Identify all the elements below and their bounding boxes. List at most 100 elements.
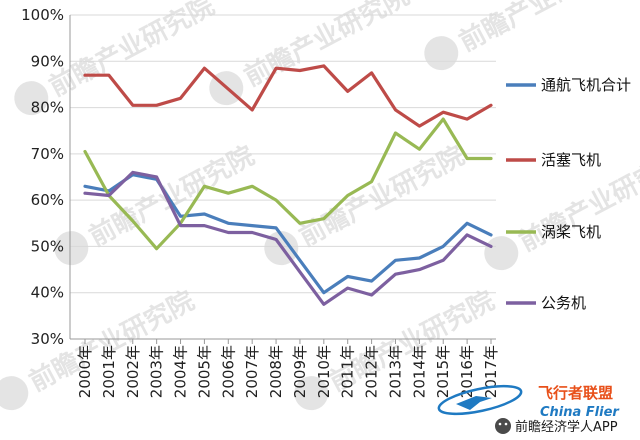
data-point (442, 111, 445, 114)
watermark-text: 前瞻产业研究院 (294, 140, 469, 253)
data-point (83, 74, 87, 77)
data-point (442, 117, 445, 121)
series-line (83, 117, 493, 251)
data-point (274, 198, 278, 202)
x-tick-label: 2000年 (76, 345, 94, 398)
data-point (155, 175, 158, 179)
y-tick-label: 90% (31, 52, 64, 70)
data-point (227, 87, 230, 91)
logo-subtitle: China Flier (540, 405, 620, 420)
data-point (370, 180, 373, 183)
data-point (179, 215, 182, 218)
x-tick-label: 2009年 (291, 345, 309, 398)
data-point (227, 231, 230, 234)
x-tick-label: 2006年 (219, 345, 237, 398)
data-point (346, 275, 349, 278)
y-tick-label: 70% (31, 145, 64, 163)
wechat-icon-dot-left (498, 422, 502, 426)
data-point (489, 104, 493, 107)
data-point (107, 74, 111, 77)
x-axis: 2000年 2001年 2002年 2003年 2004年 2005年 2006年 2007年… (76, 339, 500, 398)
data-point (346, 286, 349, 290)
plane-icon (456, 396, 492, 410)
data-point (251, 231, 254, 234)
data-point (346, 194, 349, 197)
footer-account: 前瞻经济学人APP (495, 418, 618, 435)
x-tick-label: 2008年 (267, 345, 285, 398)
x-tick-label: 2017年 (482, 345, 500, 398)
watermark-text: 前瞻产业研究院 (239, 0, 414, 93)
data-point (274, 226, 278, 230)
grid-layer (69, 14, 496, 340)
legend-item: 活塞飞机 (506, 151, 601, 169)
data-point (274, 238, 278, 241)
y-tick-label: 40% (31, 284, 64, 302)
y-tick-label: 100% (21, 6, 64, 24)
data-point (83, 192, 87, 195)
logo-title: 飞行者联盟 (538, 384, 613, 402)
watermark-text: 前瞻产业研究院 (454, 0, 629, 58)
data-point (179, 224, 182, 227)
data-point (322, 303, 325, 306)
data-point (274, 67, 278, 70)
x-tick-label: 2010年 (315, 345, 333, 398)
legend-label: 公务机 (541, 294, 586, 312)
legend-item: 涡桨飞机 (506, 223, 601, 241)
x-tick-label: 2002年 (124, 345, 142, 398)
data-point (346, 90, 349, 93)
data-point (465, 157, 469, 160)
watermark-stamp: 前瞻产业研究院 (264, 140, 469, 266)
x-tick-label: 2005年 (195, 345, 213, 398)
data-point (83, 150, 87, 153)
wechat-icon-dot-right (504, 422, 508, 426)
data-point (179, 97, 182, 100)
x-tick-label: 2013年 (386, 345, 404, 398)
data-point (83, 185, 87, 188)
data-point (203, 185, 206, 188)
watermark-stamp: 前瞻产业研究院 (54, 140, 259, 266)
legend-label: 涡桨飞机 (541, 223, 601, 241)
series-line (83, 173, 493, 295)
x-tick-label: 2015年 (434, 345, 452, 398)
y-axis: 30% 40% 50% 60% 70% 80% 90% 100% (21, 6, 64, 348)
data-point (131, 219, 134, 223)
data-point (322, 64, 325, 68)
watermark-logo-icon (54, 231, 89, 266)
data-point (465, 233, 469, 237)
account-name: 前瞻经济学人APP (515, 419, 618, 435)
data-point (203, 212, 206, 216)
y-tick-label: 50% (31, 237, 64, 255)
data-point (298, 222, 302, 225)
data-point (298, 270, 302, 274)
watermark-stamp: 前瞻产业研究院 (424, 0, 629, 71)
data-point (251, 108, 254, 112)
data-point (418, 256, 421, 260)
legend-item: 公务机 (506, 294, 586, 312)
y-tick-label: 80% (31, 99, 64, 117)
data-point (107, 194, 111, 197)
wechat-icon (495, 418, 511, 434)
data-point (394, 259, 397, 262)
x-tick-label: 2001年 (100, 345, 118, 398)
data-point (370, 71, 373, 75)
data-point (418, 148, 421, 151)
china-flier-logo: 飞行者联盟 China Flier (437, 384, 620, 420)
data-point (442, 245, 445, 248)
data-point (489, 245, 493, 248)
data-point (227, 222, 230, 225)
data-point (465, 117, 469, 121)
legend-label: 活塞飞机 (541, 151, 601, 169)
data-point (203, 67, 206, 70)
data-point (155, 104, 158, 107)
data-point (131, 104, 134, 107)
y-tick-label: 60% (31, 191, 64, 209)
data-point (489, 233, 493, 237)
data-point (251, 224, 254, 227)
legend-label: 通航飞机合计 (541, 76, 631, 94)
data-point (298, 69, 302, 72)
data-point (418, 268, 421, 271)
data-point (322, 291, 325, 294)
data-point (489, 157, 493, 160)
